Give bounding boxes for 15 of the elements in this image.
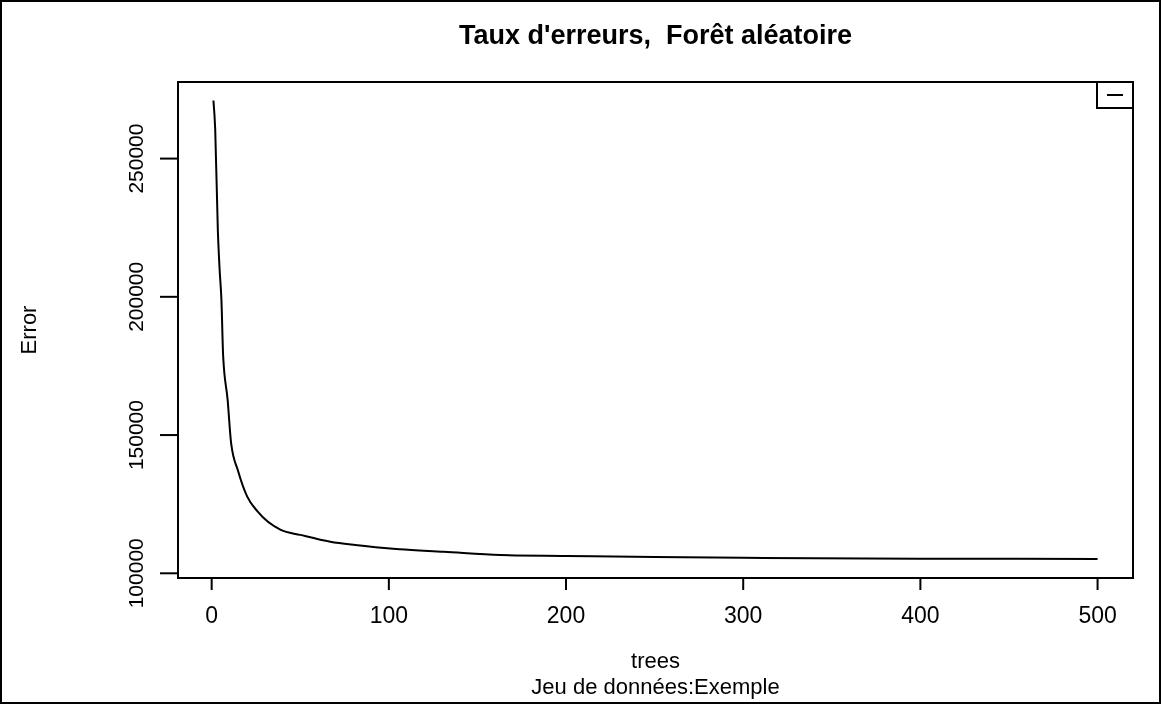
x-tick-label: 200 [546,602,586,628]
y-tick-label: 100000 [124,538,147,609]
line-series [212,99,1099,560]
x-tick-label: 100 [369,602,409,628]
y-axis-title: Error [16,305,41,355]
text: Jeu de données:Exemple [531,674,780,699]
x-tick-label: 0 [205,602,219,628]
y-tick-label: 150000 [124,400,147,471]
y-tick-label: 250000 [124,123,147,194]
chart-title: Taux d'erreurs, Forêt aléatoire [458,20,853,50]
x-tick-label: 400 [901,602,940,628]
x-tick-label: 300 [724,602,763,628]
x-tick-label: 500 [1078,602,1117,628]
y-tick-label: 200000 [124,261,147,332]
x-axis-title: trees [631,648,680,673]
